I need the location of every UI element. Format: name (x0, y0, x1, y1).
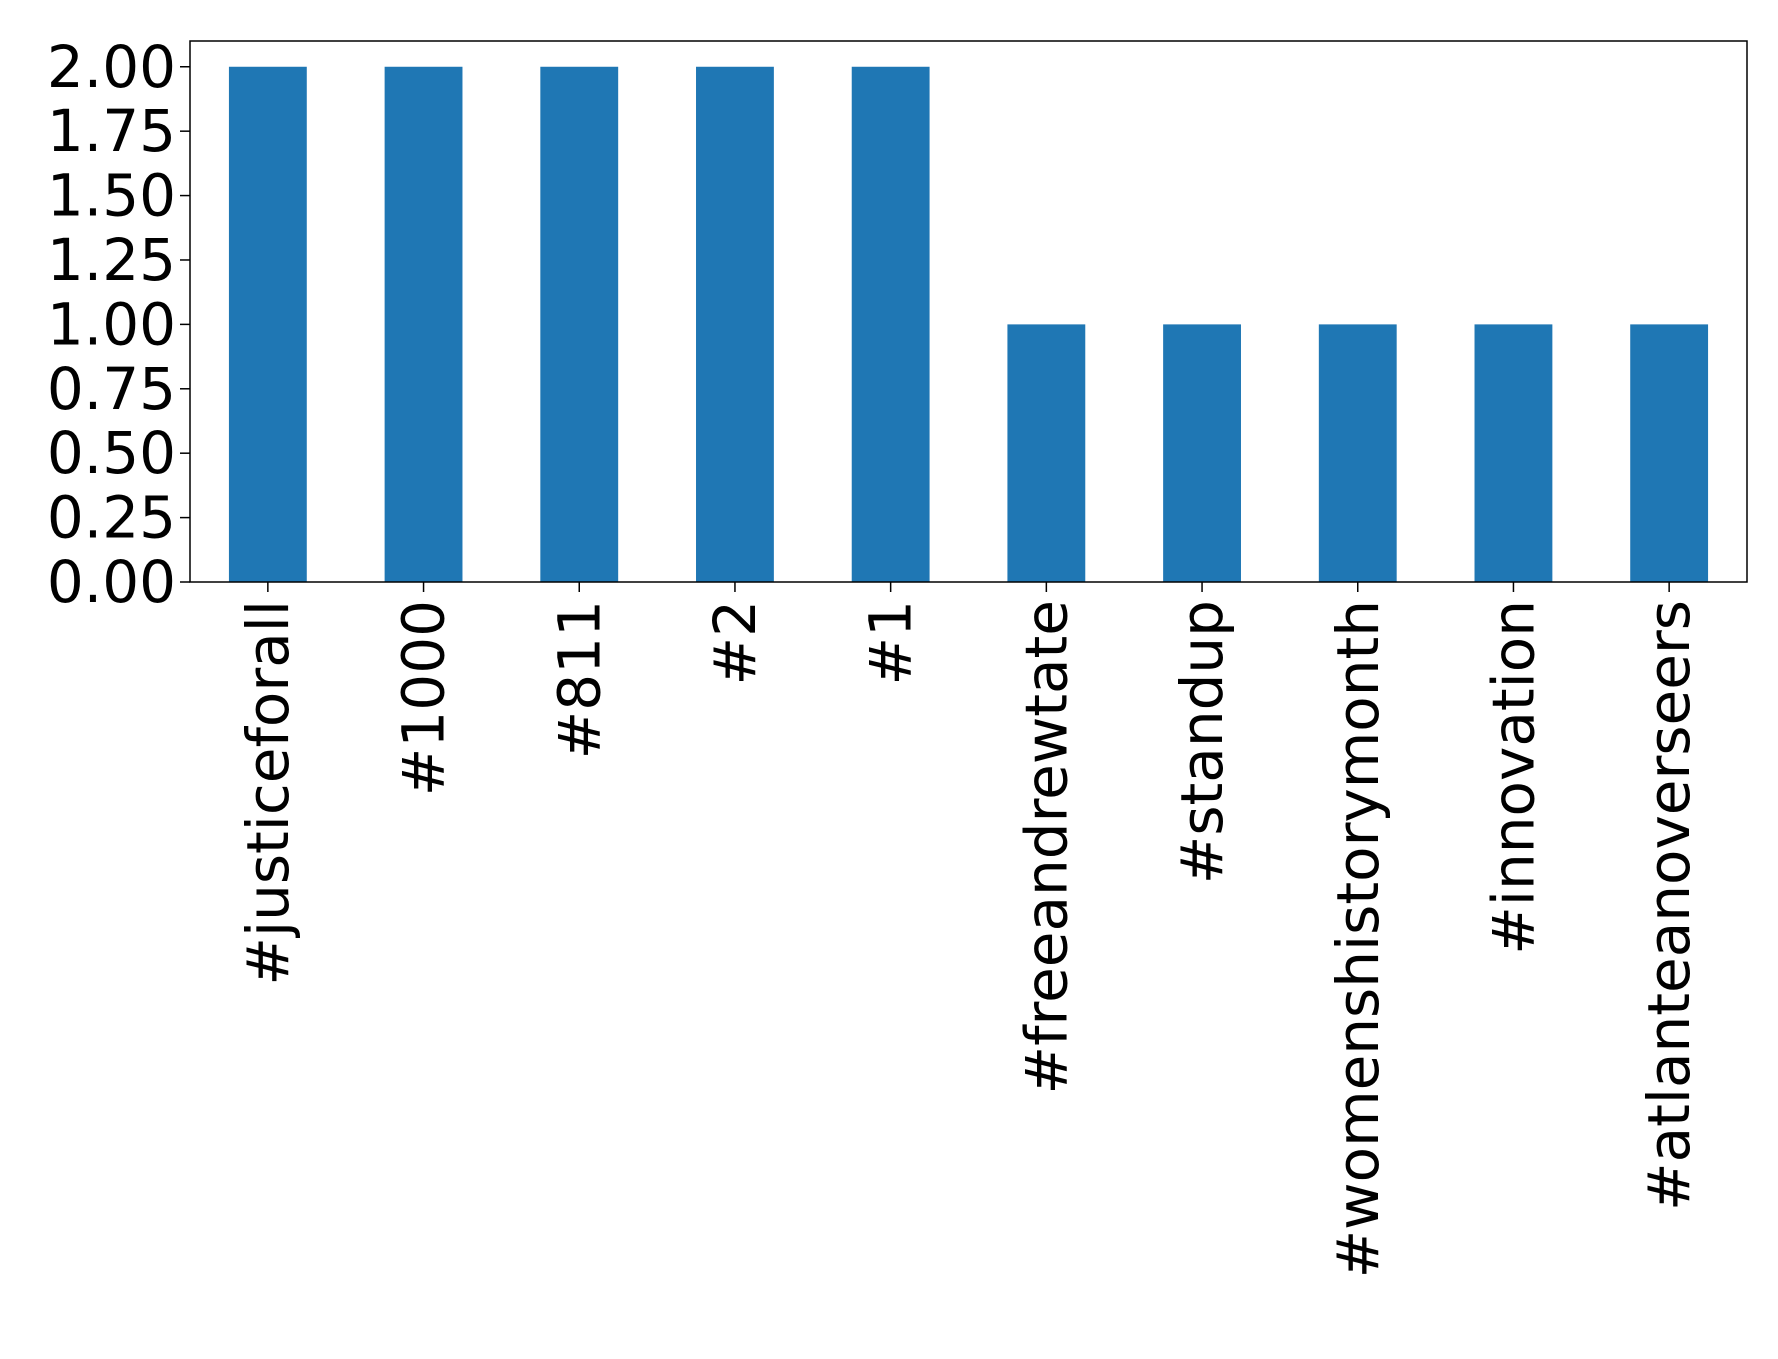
bar (384, 66, 463, 582)
y-tick-label: 0.75 (47, 355, 176, 423)
plot-frame (189, 40, 1748, 583)
bar (1007, 324, 1086, 582)
bar (696, 66, 774, 582)
y-tick-label: 1.75 (47, 97, 176, 165)
bars-layer (228, 66, 1709, 582)
y-tick-label: 0.00 (47, 548, 176, 616)
y-tick-label: 1.50 (47, 162, 176, 230)
x-tick-label: #atlanteanoverseers (1635, 600, 1703, 1211)
x-tick-label: #standup (1168, 600, 1236, 884)
x-tick-label: #1 (857, 600, 925, 686)
x-tick-label: #innovation (1479, 600, 1547, 955)
y-tick-label: 1.00 (47, 290, 176, 358)
y-tick-label: 0.25 (47, 484, 176, 552)
x-tick-label: #freeandrewtate (1012, 600, 1080, 1094)
bar (1630, 324, 1709, 582)
x-tick-label: #2 (701, 600, 769, 686)
y-tick-label: 0.50 (47, 419, 176, 487)
bar (1318, 324, 1397, 582)
bar (851, 66, 930, 582)
x-tick-label: #1000 (390, 600, 458, 796)
x-axis: #justiceforall #1000 #811 #2 #1 #freeandrewta… (234, 582, 1703, 1278)
y-tick-label: 1.25 (47, 226, 176, 294)
bar (228, 66, 307, 582)
x-tick-label: #811 (545, 600, 613, 759)
x-tick-label: #justiceforall (234, 600, 302, 986)
bar (1474, 324, 1553, 582)
bar (1163, 324, 1241, 582)
y-tick-label: 2.00 (47, 33, 176, 101)
x-tick-label: #womenshistorymonth (1324, 600, 1392, 1278)
bar (540, 66, 619, 582)
y-axis: 0.000.250.500.751.001.251.501.752.00 (47, 33, 190, 616)
